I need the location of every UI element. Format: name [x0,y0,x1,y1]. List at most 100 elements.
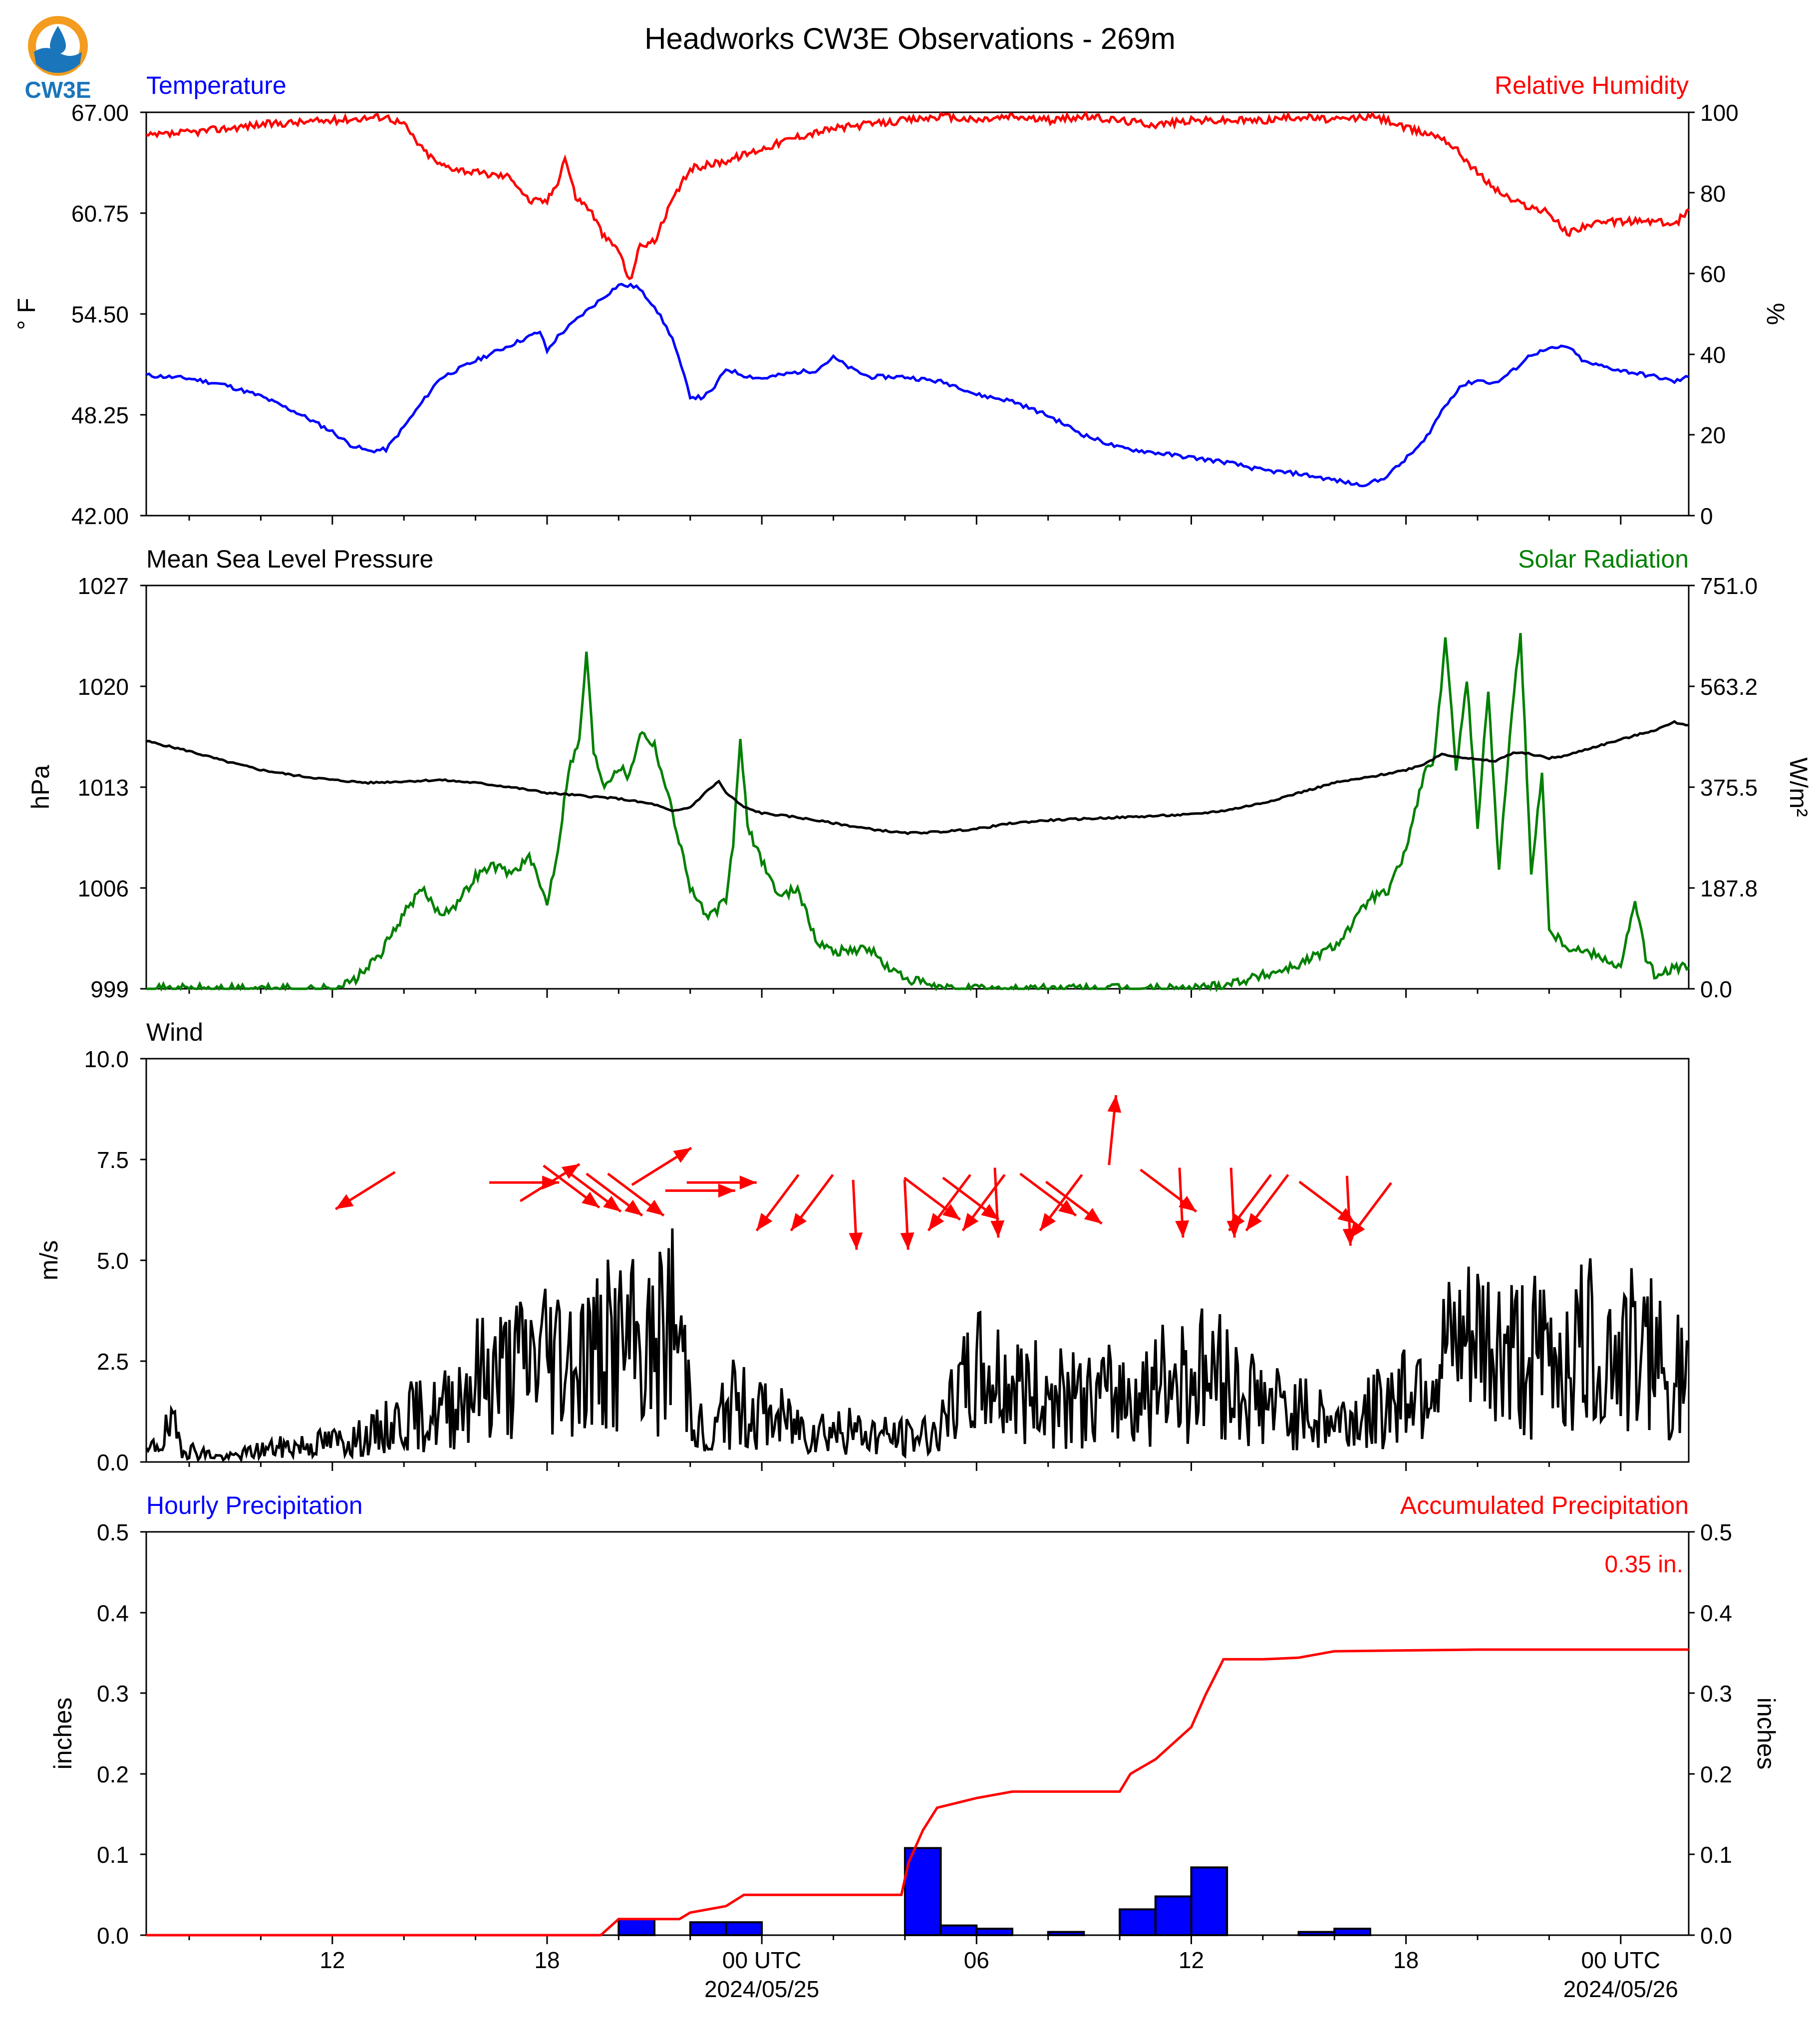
hourly-precip-bar [1119,1908,1157,1937]
panel4-left-tick-marks [140,1531,146,1936]
panel2-right-tick: 0.0 [1700,976,1732,1002]
panel1-right-title: Relative Humidity [1495,71,1689,99]
panel1-left-tick: 67.00 [71,100,129,126]
panel4-right-tick: 0.4 [1700,1600,1732,1626]
panel1-left-tick: 48.25 [71,402,129,428]
hourly-precip-bar [975,1928,1013,1937]
panel-precip: Hourly Precipitation Accumulated Precipi… [49,1491,1780,2002]
panel3-left-tick: 0.0 [97,1449,129,1475]
panel4-right-tick: 0.2 [1700,1761,1732,1787]
hourly-precip-bar [1154,1895,1193,1936]
wind-vector-arrowhead [1040,1212,1056,1231]
panel4-left-tick: 0.2 [97,1761,129,1787]
accumulated-precip-line [146,1648,1689,1937]
panel1-frame [145,111,1690,517]
wind-vector-arrowhead [624,1199,642,1216]
panel2-left-tick: 1027 [78,573,129,599]
panel4-right-tick: 0.5 [1700,1519,1732,1545]
panel2-right-tick: 375.5 [1700,775,1758,801]
panel4-left-unit: inches [49,1698,77,1770]
panel3-left-unit: m/s [35,1240,63,1281]
accumulated-total-label: 0.35 in. [1605,1551,1683,1578]
wind-vector-arrowhead [646,1199,664,1216]
wind-vector-arrowhead [791,1212,807,1231]
panel4-left-tick: 0.5 [97,1519,129,1545]
panel1-right-tick: 0 [1700,503,1713,529]
wind-vector-arrowhead [942,1203,960,1220]
panel1-right-tick: 80 [1700,181,1726,207]
panel1-right-tick: 40 [1700,342,1726,368]
logo-wave-icon [34,48,82,73]
panel4-right-tick: 0.0 [1700,1923,1732,1949]
panel3-left-tick-marks [140,1058,146,1463]
x-tick-label: 18 [1393,1947,1419,1973]
panel1-right-tick: 100 [1700,100,1739,126]
panel1-right-tick: 60 [1700,261,1726,287]
panel1-right-tick-marks [1689,111,1695,517]
panel3-left-tick: 10.0 [84,1046,129,1072]
panel1-left-ticks: 67.00 60.75 54.50 48.25 42.00 [71,100,146,529]
hourly-precip-bar [1190,1866,1228,1937]
panel3-left-title: Wind [146,1018,203,1046]
wind-vector-arrowhead [1084,1207,1102,1224]
panel2-left-unit: hPa [26,765,54,809]
wind-vector-arrowhead [1175,1220,1190,1238]
panel2-right-ticks: 751.0 563.2 375.5 187.8 0.0 [1689,573,1758,1002]
panel2-x-ticks [188,989,1622,998]
panel2-left-tick: 1020 [78,674,129,700]
panel4-left-tick: 0.1 [97,1842,129,1868]
wind-vector-arrowhead [603,1195,621,1212]
hourly-precip-bars [617,1847,1371,1937]
wind-vector-arrowhead [990,1220,1005,1238]
pressure-line [146,720,1689,836]
wind-vector-arrowhead [1058,1199,1076,1216]
panel2-right-tick: 187.8 [1700,875,1758,901]
x-tick-label: 12 [319,1947,345,1973]
hourly-precip-bar [689,1921,727,1937]
panel4-right-tick: 0.3 [1700,1681,1732,1707]
panel1-left-title: Temperature [146,71,287,99]
wind-vector-arrowhead [1107,1095,1122,1113]
panel2-left-title: Mean Sea Level Pressure [146,545,433,573]
panel4-x-ticks: 12 18 00 UTC 2024/05/25 06 12 18 00 UTC 2024/05/… [188,1935,1678,2002]
panel4-right-ticks: 0.5 0.4 0.3 0.2 0.1 0.0 [1689,1519,1732,1949]
hourly-precip-bar [939,1924,978,1936]
wind-vector-arrowhead [1178,1195,1197,1212]
wind-vector-arrowhead [718,1183,735,1198]
water-drop-icon [50,26,66,54]
panel-wind: Wind 10.0 7.5 5.0 2.5 0.0 m/s [35,1018,1690,1475]
panel3-left-tick: 7.5 [97,1147,129,1173]
hourly-precip-bar [1047,1931,1085,1936]
panel3-x-ticks [188,1462,1622,1471]
relative-humidity-line [146,110,1690,281]
panel2-left-ticks: 1027 1020 1013 1006 999 [78,573,146,1002]
panel2-right-unit: W/m² [1785,757,1813,817]
figure-title: Headworks CW3E Observations - 269m [644,22,1176,55]
wind-vector-arrowhead [1246,1212,1262,1231]
panel3-left-ticks: 10.0 7.5 5.0 2.5 0.0 [84,1046,146,1475]
x-tick-label: 12 [1179,1947,1204,1973]
panel3-left-tick: 2.5 [97,1349,129,1375]
panel4-left-tick: 0.4 [97,1600,129,1626]
wind-vector-arrowhead [900,1232,914,1250]
hourly-precip-bar [617,1918,656,1936]
panel2-left-tick-marks [140,584,146,990]
panel1-left-tick-marks [140,111,146,517]
panel2-left-tick: 999 [90,976,129,1002]
wind-vector-arrowhead [1229,1212,1245,1231]
wind-vector-arrowhead [756,1212,773,1231]
wind-vector-arrowhead [673,1148,691,1163]
panel1-left-tick: 42.00 [71,503,129,529]
wind-vector-arrowhead [561,1164,580,1179]
wind-vector-arrowhead [335,1194,354,1209]
solar-radiation-line [146,633,1690,993]
panel1-left-tick: 60.75 [71,201,129,227]
x-tick-date-label: 2024/05/26 [1563,1976,1678,2002]
panel1-left-unit: ° F [12,298,40,330]
panel2-right-tick: 563.2 [1700,674,1758,700]
hourly-precip-bar [904,1847,942,1936]
panel1-x-ticks [188,516,1622,525]
wind-vector-arrowhead [1349,1221,1365,1239]
hourly-precip-bar [725,1921,763,1937]
panel2-left-tick: 1006 [78,875,129,901]
